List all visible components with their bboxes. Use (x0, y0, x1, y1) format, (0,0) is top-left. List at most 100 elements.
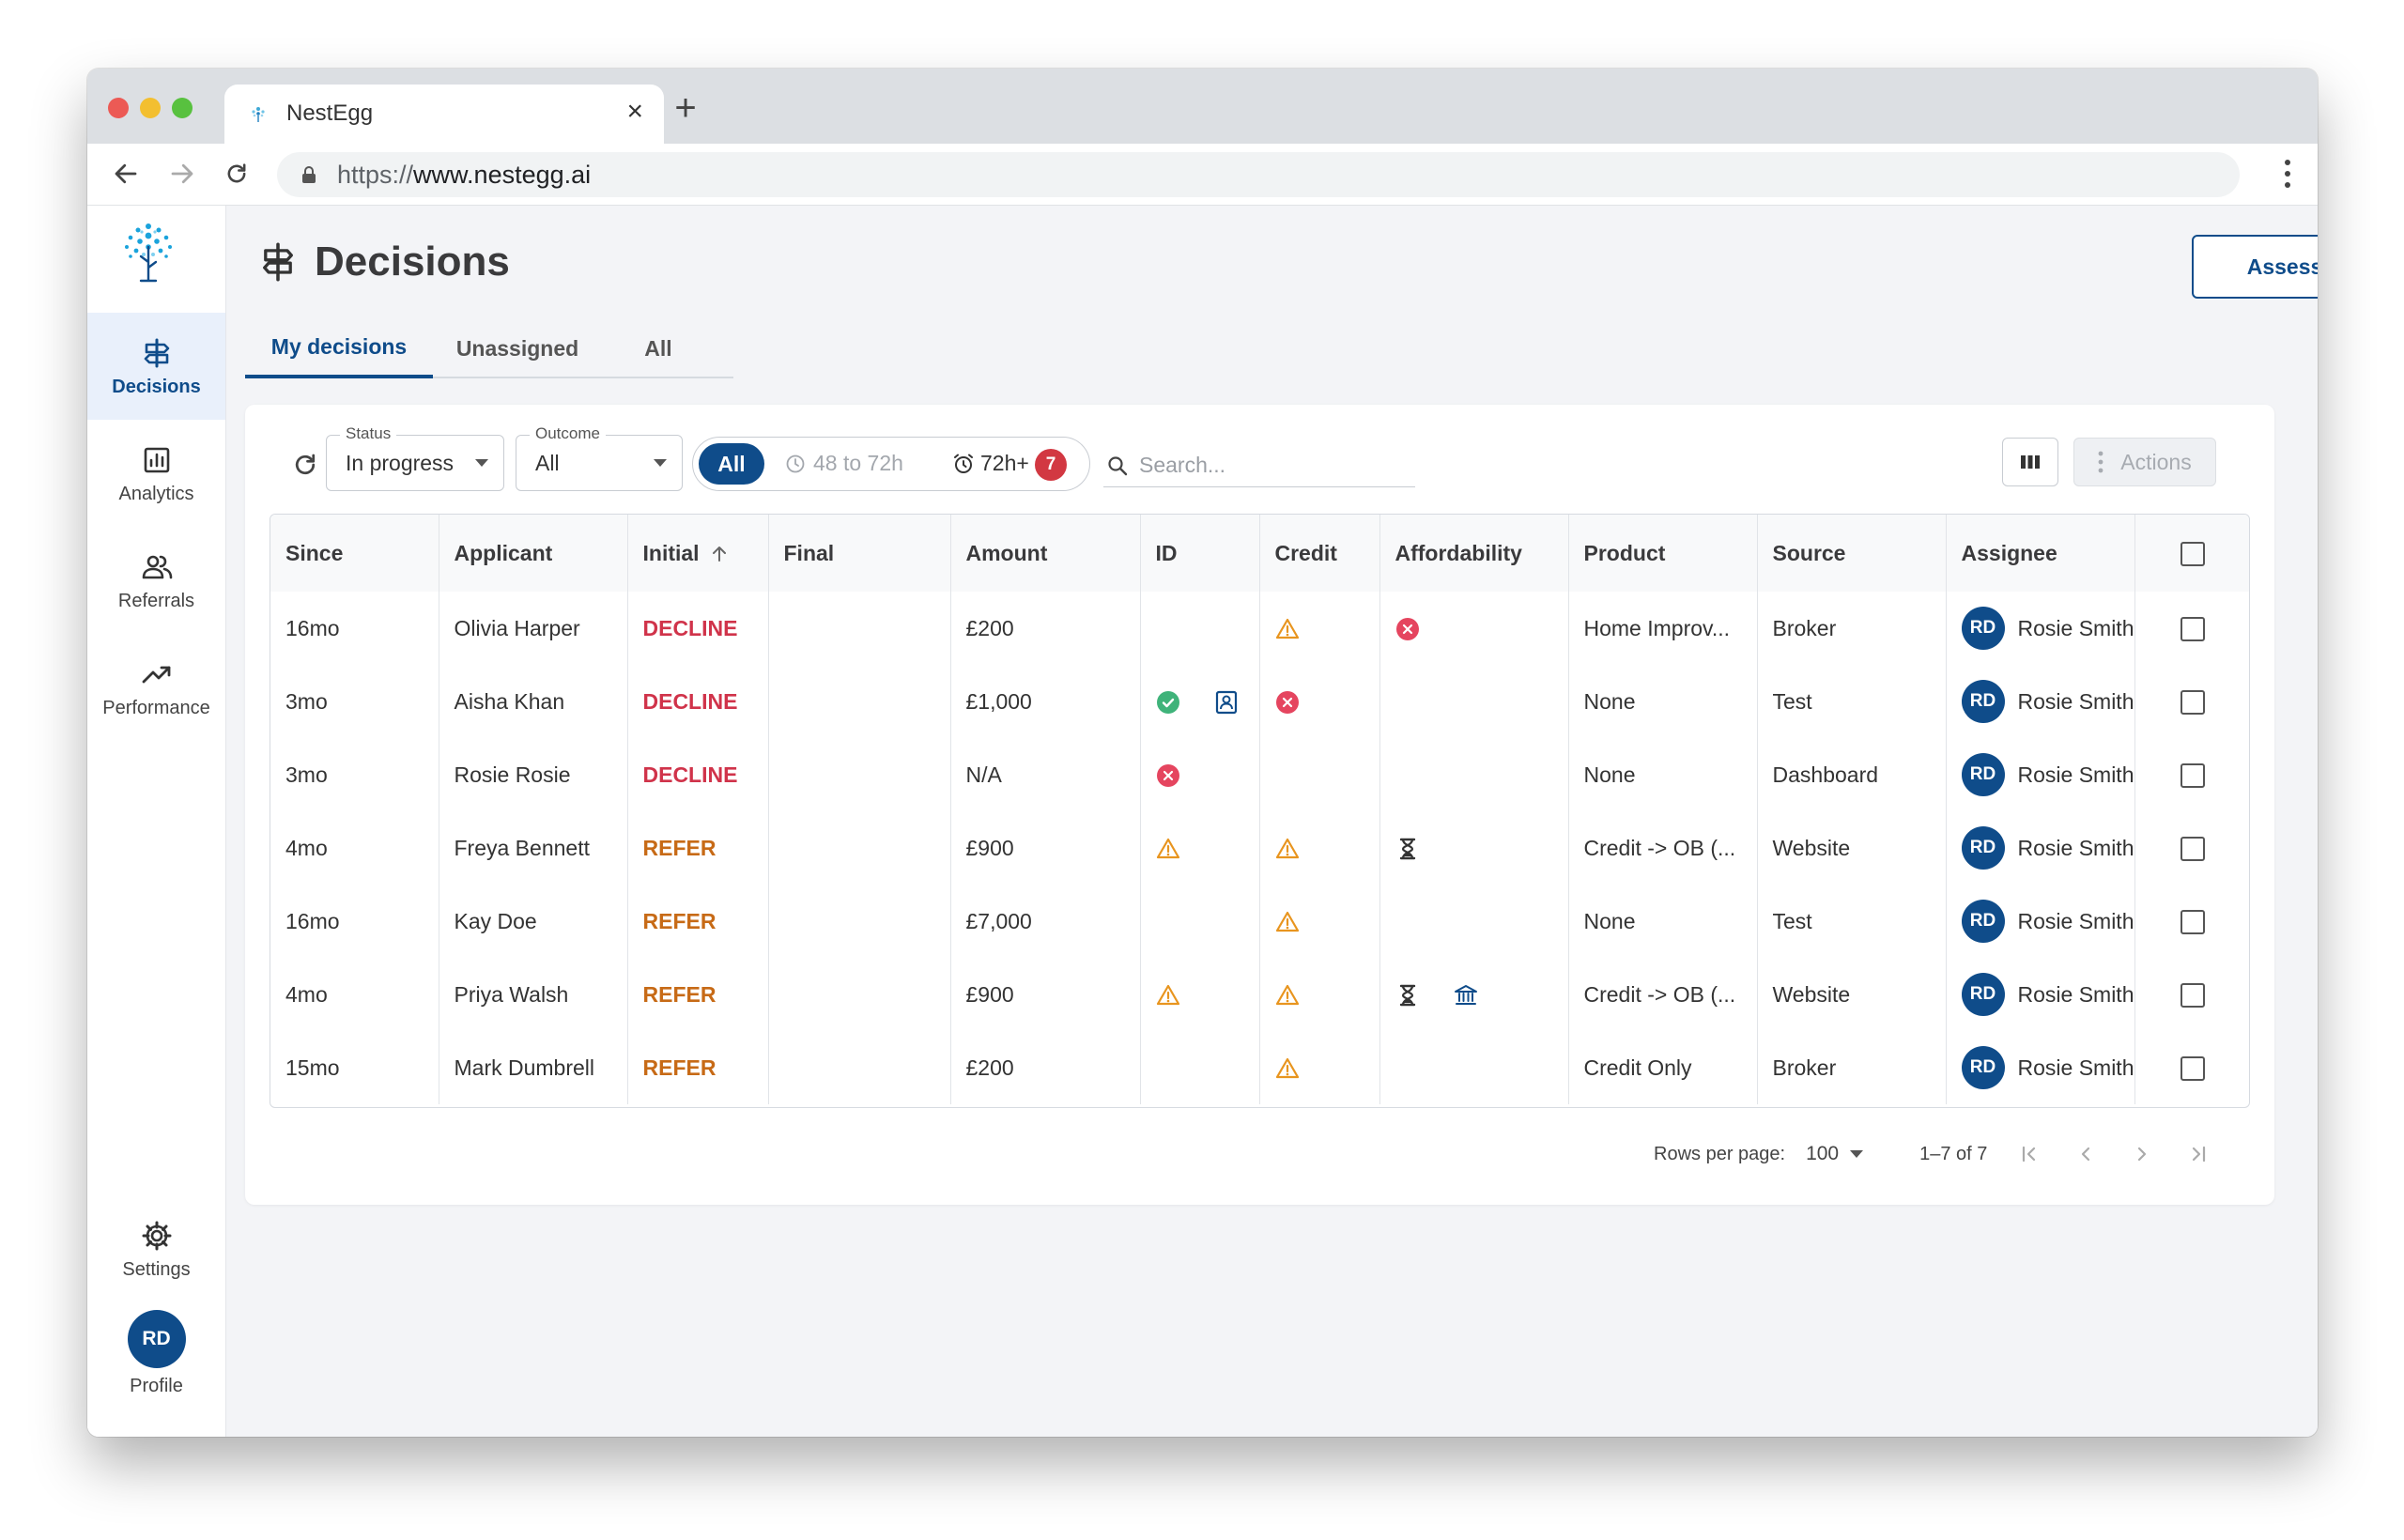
new-tab-icon[interactable]: + (674, 87, 697, 129)
credit-check-cell (1259, 592, 1380, 665)
id-check-cell (1140, 958, 1260, 1031)
final-outcome-cell (768, 958, 951, 1031)
sidebar-item-label: Decisions (112, 377, 201, 397)
applicant-cell: Mark Dumbrell (439, 1031, 628, 1104)
alarm-clock-icon (954, 454, 973, 473)
table-row[interactable]: 16mo Olivia Harper DECLINE £200 Home Improv.… (270, 592, 2249, 665)
table-row[interactable]: 3mo Aisha Khan DECLINE £1,000 None Test RD Rosi… (270, 665, 2249, 738)
columns-button[interactable] (2002, 438, 2058, 486)
actions-button[interactable]: Actions (2073, 438, 2216, 486)
id-check-cell (1140, 592, 1260, 665)
avatar: RD (1961, 900, 2005, 943)
column-header[interactable]: Affordability (1379, 515, 1569, 592)
source-cell: Test (1757, 665, 1947, 738)
row-checkbox[interactable] (2181, 689, 2206, 715)
row-checkbox[interactable] (2181, 982, 2206, 1008)
forward-icon[interactable] (160, 151, 205, 196)
url-scheme: https:// (337, 160, 414, 189)
previous-page-icon[interactable] (2072, 1140, 2100, 1168)
pagination: Rows per page: 100 1–7 of 7 (1654, 1135, 2212, 1173)
signpost-icon (263, 242, 293, 282)
close-window-button[interactable] (108, 98, 129, 118)
status-select[interactable]: Status In progress (326, 424, 504, 491)
count-badge: 7 (1035, 449, 1067, 481)
chevron-down-icon[interactable] (1850, 1150, 1864, 1158)
id-check-cell (1140, 811, 1260, 885)
tab-all[interactable]: All (644, 335, 672, 361)
table-row[interactable]: 4mo Freya Bennett REFER £900 Credit -> OB (.… (270, 811, 2249, 885)
column-header[interactable]: Amount (950, 515, 1141, 592)
browser-tab[interactable]: NestEgg × (224, 85, 664, 144)
warning-icon (1275, 983, 1300, 1008)
assess-button[interactable]: Assess (2192, 235, 2318, 299)
id-card-icon (1214, 690, 1239, 715)
table-row[interactable]: 3mo Rosie Rosie DECLINE N/A None Dashboard RD R… (270, 738, 2249, 811)
decision-tabs: My decisions Unassigned All (245, 318, 733, 378)
next-page-icon[interactable] (2128, 1140, 2156, 1168)
final-outcome-cell (768, 885, 951, 958)
hourglass-icon (1395, 983, 1420, 1008)
column-header[interactable]: Product (1568, 515, 1758, 592)
search-input[interactable] (1139, 453, 1402, 478)
address-bar[interactable]: https://www.nestegg.ai (277, 152, 2240, 197)
initial-outcome-cell: DECLINE (627, 665, 769, 738)
select-cell (2134, 811, 2249, 885)
applicant-cell: Aisha Khan (439, 665, 628, 738)
table-row[interactable]: 16mo Kay Doe REFER £7,000 None Test RD Rosie Sm… (270, 885, 2249, 958)
browser-menu-icon[interactable] (2278, 155, 2297, 192)
column-header-initial[interactable]: Initial (627, 515, 769, 592)
select-all-checkbox[interactable] (2181, 541, 2206, 566)
signpost-icon (144, 338, 169, 368)
row-checkbox[interactable] (2181, 909, 2206, 934)
back-icon[interactable] (103, 151, 148, 196)
applicant-cell: Priya Walsh (439, 958, 628, 1031)
column-header[interactable]: Source (1757, 515, 1947, 592)
table-row[interactable]: 4mo Priya Walsh REFER £900 Credit -> OB (...… (270, 958, 2249, 1031)
row-checkbox[interactable] (2181, 1055, 2206, 1081)
reload-icon[interactable] (214, 151, 259, 196)
status-value: In progress (346, 451, 455, 475)
maximize-window-button[interactable] (172, 98, 193, 118)
clock-icon (786, 454, 805, 472)
initial-outcome-cell: REFER (627, 1031, 769, 1104)
time-filter-48-72[interactable]: 48 to 72h (785, 451, 903, 476)
time-filter-all[interactable]: All (699, 443, 764, 485)
column-header[interactable]: ID (1140, 515, 1260, 592)
assignee-cell: RD Rosie Smith (1946, 811, 2135, 885)
affordability-cell (1379, 1031, 1569, 1104)
tab-my-decisions[interactable]: My decisions (245, 318, 433, 378)
sidebar-item-performance[interactable]: Performance (87, 634, 225, 741)
row-checkbox[interactable] (2181, 616, 2206, 641)
column-header[interactable]: Since (270, 515, 439, 592)
avatar: RD (1961, 973, 2005, 1016)
tab-unassigned[interactable]: Unassigned (455, 335, 579, 361)
search-field (1103, 444, 1415, 487)
product-cell: None (1568, 885, 1758, 958)
table-row[interactable]: 15mo Mark Dumbrell REFER £200 Credit Only Bro… (270, 1031, 2249, 1104)
row-checkbox[interactable] (2181, 762, 2206, 788)
sidebar-item-referrals[interactable]: Referrals (87, 527, 225, 634)
sidebar-item-settings[interactable]: Settings (87, 1207, 225, 1301)
rows-per-page-select[interactable]: 100 (1806, 1143, 1840, 1164)
first-page-icon[interactable] (2015, 1140, 2043, 1168)
row-checkbox[interactable] (2181, 836, 2206, 861)
column-header[interactable]: Credit (1259, 515, 1380, 592)
select-cell (2134, 592, 2249, 665)
last-page-icon[interactable] (2184, 1140, 2212, 1168)
page-title: Decisions (315, 239, 510, 285)
sidebar-item-profile[interactable]: RD Profile (87, 1305, 225, 1427)
sidebar-item-label: Performance (102, 698, 210, 718)
applicant-cell: Rosie Rosie (439, 738, 628, 811)
time-filter-72-plus[interactable]: 72h+ (952, 451, 1029, 476)
initial-outcome-cell: REFER (627, 885, 769, 958)
close-tab-icon[interactable]: × (626, 96, 643, 127)
outcome-select[interactable]: Outcome All (516, 424, 683, 491)
column-header[interactable]: Assignee (1946, 515, 2135, 592)
avatar: RD (127, 1310, 186, 1368)
sidebar-item-analytics[interactable]: Analytics (87, 420, 225, 527)
column-header[interactable]: Applicant (439, 515, 628, 592)
refresh-icon[interactable] (286, 446, 324, 484)
column-header[interactable]: Final (768, 515, 951, 592)
minimize-window-button[interactable] (140, 98, 161, 118)
sidebar-item-decisions[interactable]: Decisions (87, 313, 225, 420)
